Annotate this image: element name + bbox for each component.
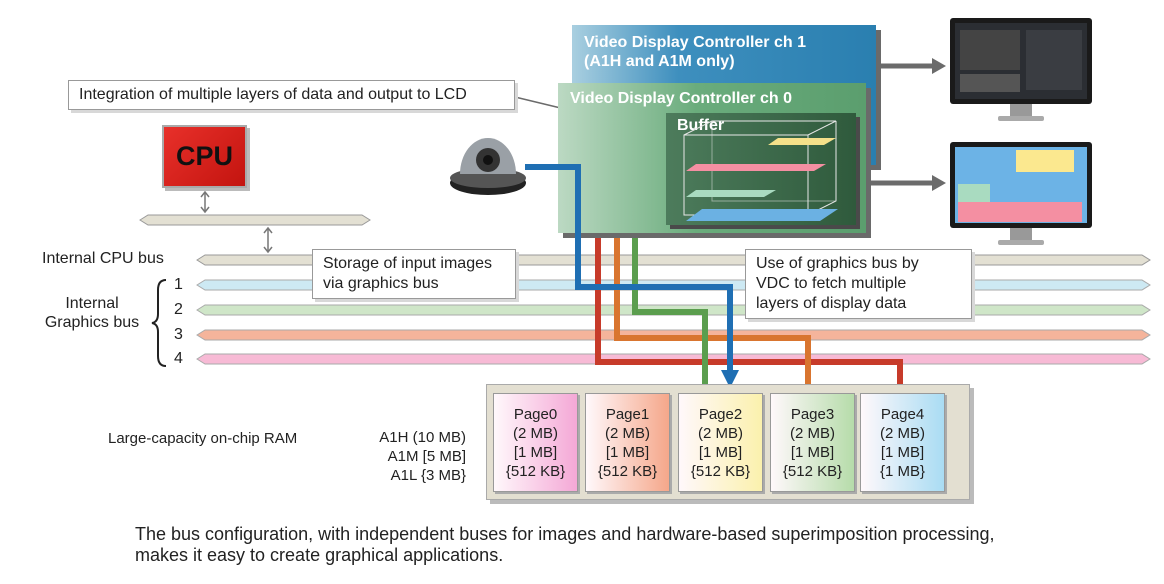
page-a1h: (2 MB) <box>880 425 925 442</box>
variant-a1h: A1H (10 MB) <box>379 429 466 446</box>
brace-icon <box>151 279 167 367</box>
ram-label: Large-capacity on-chip RAM <box>108 430 298 447</box>
page-name: Page1 <box>605 406 650 423</box>
page-a1h: (2 MB) <box>513 425 558 442</box>
cpu-bus-link-arrow-2 <box>263 226 273 254</box>
ram-page-1: Page1 (2 MB) [1 MB] {512 KB} <box>585 393 670 492</box>
vdc-ch1-subtitle: (A1H and A1M only) <box>584 53 735 70</box>
page-a1l: {512 KB} <box>690 463 751 480</box>
internal-cpu-bus-label: Internal CPU bus <box>42 250 164 267</box>
page-a1l: {512 KB} <box>505 463 566 480</box>
page-name: Page0 <box>513 406 558 423</box>
output-arrowhead-ch0 <box>932 175 946 191</box>
page-a1h: (2 MB) <box>605 425 650 442</box>
monitor-ch1-icon <box>950 18 1092 121</box>
ram-page-3: Page3 (2 MB) [1 MB] {512 KB} <box>770 393 855 492</box>
page-name: Page4 <box>880 406 925 423</box>
bus-number-3: 3 <box>174 326 183 343</box>
cpu-local-bus <box>139 214 371 226</box>
ram-page-4: Page4 (2 MB) [1 MB] {1 MB} <box>860 393 945 492</box>
output-arrowhead-ch1 <box>932 58 946 74</box>
page-a1l: {512 KB} <box>597 463 658 480</box>
graphics-bus-label-line2: Graphics bus <box>44 314 140 331</box>
variant-a1m: A1M [5 MB] <box>387 448 466 465</box>
storage-callout: Storage of input images via graphics bus <box>312 249 516 299</box>
page-a1m: [1 MB] <box>790 444 835 461</box>
graphics-bus-label-line1: Internal <box>65 295 119 312</box>
vdc-fetch-callout: Use of graphics bus by VDC to fetch mult… <box>745 249 972 319</box>
page-a1m: [1 MB] <box>698 444 743 461</box>
buffer-layers-icon <box>683 120 838 221</box>
storage-callout-line2: via graphics bus <box>323 275 439 292</box>
page-a1h: (2 MB) <box>698 425 743 442</box>
vdc-fetch-callout-line1: Use of graphics bus by <box>756 255 919 272</box>
page-a1h: (2 MB) <box>790 425 835 442</box>
caption-line1: The bus configuration, with independent … <box>135 524 995 544</box>
page-a1l: {1 MB} <box>879 463 926 480</box>
page-a1m: [1 MB] <box>605 444 650 461</box>
vdc-fetch-callout-line3: layers of display data <box>756 295 907 312</box>
vdc-ch0-title: Video Display Controller ch 0 <box>570 90 792 107</box>
ram-page-2: Page2 (2 MB) [1 MB] {512 KB} <box>678 393 763 492</box>
page-a1m: [1 MB] <box>880 444 925 461</box>
bus-number-4: 4 <box>174 350 183 367</box>
monitor-ch0-icon <box>950 142 1092 245</box>
page-a1m: [1 MB] <box>513 444 558 461</box>
vdc-fetch-callout-line2: VDC to fetch multiple <box>756 275 907 292</box>
ram-variants: A1H (10 MB) A1M [5 MB] A1L {3 MB} <box>356 428 466 485</box>
page-a1l: {512 KB} <box>782 463 843 480</box>
variant-a1l: A1L {3 MB} <box>390 467 466 484</box>
camera-icon <box>450 138 526 195</box>
page-name: Page3 <box>790 406 835 423</box>
bus-number-1: 1 <box>174 276 183 293</box>
page-name: Page2 <box>698 406 743 423</box>
internal-graphics-bus-label: Internal Graphics bus <box>38 294 146 332</box>
integration-callout: Integration of multiple layers of data a… <box>68 80 515 110</box>
caption-line2: makes it easy to create graphical applic… <box>135 545 504 565</box>
caption: The bus configuration, with independent … <box>135 524 995 566</box>
storage-callout-line1: Storage of input images <box>323 255 492 272</box>
cpu-block: CPU <box>162 125 247 188</box>
bus-number-2: 2 <box>174 301 183 318</box>
ram-page-0: Page0 (2 MB) [1 MB] {512 KB} <box>493 393 578 492</box>
cpu-bus-link-arrow <box>200 190 210 214</box>
vdc-ch1-title: Video Display Controller ch 1 <box>584 34 806 51</box>
